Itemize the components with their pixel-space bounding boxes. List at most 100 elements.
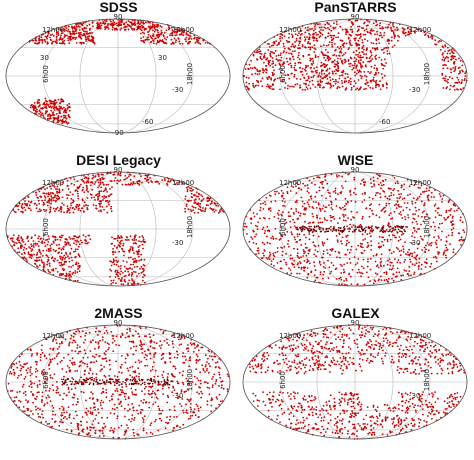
source-point (165, 38, 168, 41)
source-point (47, 394, 49, 397)
source-point (268, 230, 271, 233)
source-point (294, 83, 297, 86)
source-point (293, 73, 296, 76)
source-point (385, 271, 388, 273)
source-point (36, 102, 39, 105)
source-point (127, 239, 130, 241)
source-point (112, 19, 115, 22)
source-point (297, 183, 299, 186)
source-point (119, 273, 122, 275)
source-point (47, 195, 49, 198)
source-point (411, 252, 414, 255)
source-point (361, 243, 363, 245)
source-point (34, 234, 36, 236)
source-point (106, 191, 109, 193)
source-point (285, 221, 288, 224)
source-point (336, 60, 339, 63)
source-point (329, 248, 332, 251)
source-point (252, 212, 255, 214)
source-point (41, 42, 44, 44)
plane-point (296, 226, 298, 229)
source-point (55, 31, 58, 34)
source-point (328, 72, 331, 74)
source-point (78, 32, 80, 34)
source-point (38, 101, 41, 104)
source-point (435, 243, 438, 245)
source-point (277, 54, 280, 57)
source-point (133, 27, 136, 30)
source-point (353, 256, 356, 258)
source-point (135, 261, 138, 263)
source-point (32, 244, 35, 247)
source-point (295, 185, 297, 188)
source-point (170, 32, 172, 35)
source-point (361, 201, 364, 203)
source-point (191, 205, 194, 208)
source-point (198, 416, 200, 418)
source-point (75, 42, 78, 44)
source-point (309, 59, 312, 62)
source-point (138, 244, 141, 247)
source-point (192, 411, 195, 413)
plane-point (384, 230, 387, 233)
source-point (289, 58, 292, 61)
source-point (170, 38, 173, 41)
source-point (135, 250, 138, 253)
source-point (44, 199, 46, 201)
source-point (47, 235, 50, 237)
source-point (356, 283, 359, 286)
source-point (426, 242, 429, 244)
source-point (102, 358, 105, 360)
source-point (117, 21, 120, 24)
source-point (259, 206, 262, 209)
source-point (319, 75, 322, 78)
source-point (36, 252, 39, 254)
source-point (103, 195, 106, 197)
source-point (320, 70, 323, 73)
source-point (322, 186, 325, 189)
source-point (383, 271, 386, 274)
source-point (278, 41, 280, 44)
source-point (205, 204, 208, 206)
source-point (338, 283, 341, 285)
source-point (394, 236, 397, 239)
source-point (389, 27, 392, 29)
source-point (394, 29, 396, 31)
source-point (424, 244, 427, 247)
source-point (313, 37, 315, 40)
source-point (271, 71, 274, 74)
source-point (201, 199, 204, 201)
source-point (375, 84, 377, 87)
plane-point (388, 230, 391, 232)
source-point (277, 217, 280, 220)
source-point (49, 206, 52, 209)
source-point (275, 40, 277, 43)
source-point (355, 58, 358, 60)
source-point (318, 26, 321, 29)
source-point (457, 79, 460, 81)
source-point (404, 31, 407, 34)
source-point (41, 199, 44, 202)
source-point (420, 263, 423, 266)
source-point (155, 418, 157, 421)
source-point (101, 22, 104, 25)
source-point (54, 102, 57, 105)
source-point (415, 258, 418, 261)
source-point (418, 208, 420, 211)
source-point (57, 34, 60, 37)
source-point (344, 77, 347, 80)
source-point (185, 390, 188, 393)
source-point (461, 69, 463, 72)
source-point (105, 20, 108, 22)
source-point (285, 263, 288, 266)
source-point (142, 236, 145, 239)
source-point (382, 179, 384, 182)
source-point (392, 31, 395, 34)
source-point (28, 246, 30, 248)
source-point (311, 57, 314, 60)
source-point (163, 178, 166, 180)
source-point (219, 210, 221, 213)
source-point (123, 28, 126, 31)
source-point (103, 332, 106, 334)
source-point (295, 182, 298, 184)
